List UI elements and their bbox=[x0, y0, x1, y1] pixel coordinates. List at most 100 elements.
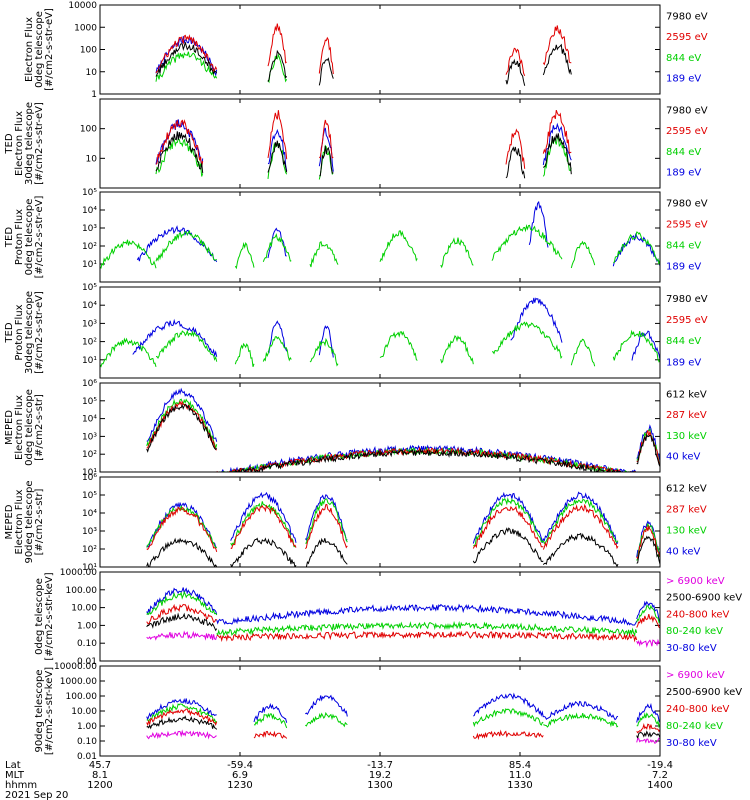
y-tick-label: 10 bbox=[86, 154, 98, 164]
series-line bbox=[542, 25, 572, 66]
panel-frame bbox=[99, 476, 661, 568]
y-axis-label: [#/cm2-s-str-eV] bbox=[34, 102, 45, 185]
x-axis-row-label: MLT bbox=[5, 770, 25, 781]
series-line bbox=[146, 590, 218, 616]
series-line bbox=[612, 329, 660, 363]
y-tick-label: 1 bbox=[91, 90, 97, 100]
series-line bbox=[146, 387, 218, 442]
y-axis-label: Electron Flux bbox=[14, 395, 25, 460]
y-tick-label: 10⁵ bbox=[82, 283, 97, 293]
y-tick-label: 100.00 bbox=[66, 692, 98, 702]
series-line bbox=[472, 491, 544, 544]
series-line bbox=[146, 403, 218, 453]
series-group bbox=[146, 692, 660, 745]
y-axis-label: MEPED bbox=[4, 410, 15, 445]
y-axis-label: Proton Flux bbox=[14, 209, 25, 265]
series-line bbox=[146, 587, 218, 616]
series-line bbox=[155, 137, 204, 177]
series-line bbox=[155, 131, 204, 174]
legend-entry: 40 keV bbox=[666, 452, 700, 463]
y-tick-label: 10⁶ bbox=[82, 473, 97, 483]
y-axis-label: 0deg telescope bbox=[24, 199, 35, 276]
y-tick-label: 10¹ bbox=[82, 563, 97, 573]
series-line bbox=[570, 240, 596, 269]
y-axis-label: 0deg telescope bbox=[24, 389, 35, 466]
y-tick-label: 0.10 bbox=[77, 737, 97, 747]
series-line bbox=[505, 146, 526, 179]
legend-entry: 7980 eV bbox=[666, 294, 708, 305]
y-axis-label: 90deg telescope bbox=[24, 480, 35, 563]
series-line bbox=[305, 694, 348, 717]
x-axis-row-label: hhmm bbox=[5, 780, 37, 791]
series-line bbox=[613, 231, 660, 265]
legend-entry: 2595 eV bbox=[666, 315, 708, 326]
series-line bbox=[267, 140, 288, 173]
series-line bbox=[631, 330, 660, 361]
series-line bbox=[636, 433, 660, 467]
legend-entry: 7980 eV bbox=[666, 199, 708, 210]
series-line bbox=[636, 737, 660, 745]
x-tick-label: 11.0 bbox=[509, 770, 531, 781]
x-tick-label: 19.2 bbox=[369, 770, 391, 781]
y-tick-label: 100.00 bbox=[66, 586, 98, 596]
y-tick-label: 10² bbox=[82, 545, 97, 555]
y-tick-label: 1000.00 bbox=[60, 677, 97, 687]
y-tick-label: 10⁵ bbox=[82, 188, 97, 198]
legend-entry: 130 keV bbox=[666, 526, 707, 537]
x-tick-label: 45.7 bbox=[89, 760, 111, 771]
series-line bbox=[305, 711, 348, 728]
legend-entry: 2595 eV bbox=[666, 220, 708, 231]
panel-5: 10¹ 10² 10³ 10⁴ 10⁵ 10⁶ MEPED Electron Flux 0deg… bbox=[4, 379, 707, 478]
y-axis-label: TED bbox=[4, 322, 15, 343]
y-tick-label: 10 bbox=[86, 68, 98, 78]
legend-entry: 30-80 keV bbox=[666, 643, 717, 654]
y-tick-label: 10⁴ bbox=[82, 509, 97, 519]
series-line bbox=[318, 57, 334, 86]
legend-entry: 7980 eV bbox=[666, 11, 708, 22]
y-tick-label: 10000 bbox=[68, 1, 97, 11]
y-tick-label: 10² bbox=[82, 338, 97, 348]
x-tick-label: 1230 bbox=[227, 780, 252, 791]
series-line bbox=[636, 712, 660, 729]
legend-entry: 844 eV bbox=[666, 53, 701, 64]
series-line bbox=[472, 505, 544, 549]
y-axis-label: [#/cm2-s-str] bbox=[34, 488, 45, 555]
series-line bbox=[305, 537, 348, 567]
series-line bbox=[155, 51, 218, 82]
y-tick-label: 10.00 bbox=[71, 604, 97, 614]
x-tick-label: 1200 bbox=[87, 780, 112, 791]
y-axis-label: [#/cm2-s-str-keV] bbox=[44, 667, 55, 755]
series-group bbox=[100, 297, 660, 368]
series-line bbox=[216, 448, 637, 472]
series-line bbox=[155, 229, 218, 262]
panel-frame bbox=[99, 191, 661, 283]
x-tick-label: 8.1 bbox=[92, 770, 108, 781]
series-line bbox=[505, 128, 526, 169]
series-line bbox=[100, 337, 157, 368]
series-line bbox=[440, 237, 474, 269]
y-tick-label: 10⁴ bbox=[82, 415, 97, 425]
series-line bbox=[472, 729, 544, 741]
legend-entry: 80-240 keV bbox=[666, 626, 723, 637]
legend-entry: 80-240 keV bbox=[666, 721, 723, 732]
series-line bbox=[146, 697, 217, 721]
series-line bbox=[379, 330, 418, 361]
series-line bbox=[305, 498, 348, 544]
legend-entry: 612 keV bbox=[666, 389, 707, 400]
panel-frame bbox=[99, 382, 661, 473]
x-tick-label: 7.2 bbox=[652, 770, 668, 781]
legend-entry: 40 keV bbox=[666, 546, 700, 557]
y-tick-label: 10⁴ bbox=[82, 206, 97, 216]
series-line bbox=[146, 703, 218, 724]
x-tick-label: -19.4 bbox=[647, 760, 673, 771]
x-tick-label: -13.7 bbox=[367, 760, 393, 771]
legend-entry: 130 keV bbox=[666, 431, 707, 442]
series-line bbox=[492, 321, 563, 360]
series-line bbox=[267, 227, 287, 259]
series-group bbox=[146, 491, 660, 567]
panel-3: 10¹ 10² 10³ 10⁴ 10⁵ TED Proton Flux 0deg telesc… bbox=[4, 188, 708, 283]
legend-entry: 2595 eV bbox=[666, 126, 708, 137]
y-tick-label: 100 bbox=[80, 46, 97, 56]
x-tick-label: 1300 bbox=[367, 780, 392, 791]
y-axis-label: 30deg telescope bbox=[24, 291, 35, 374]
